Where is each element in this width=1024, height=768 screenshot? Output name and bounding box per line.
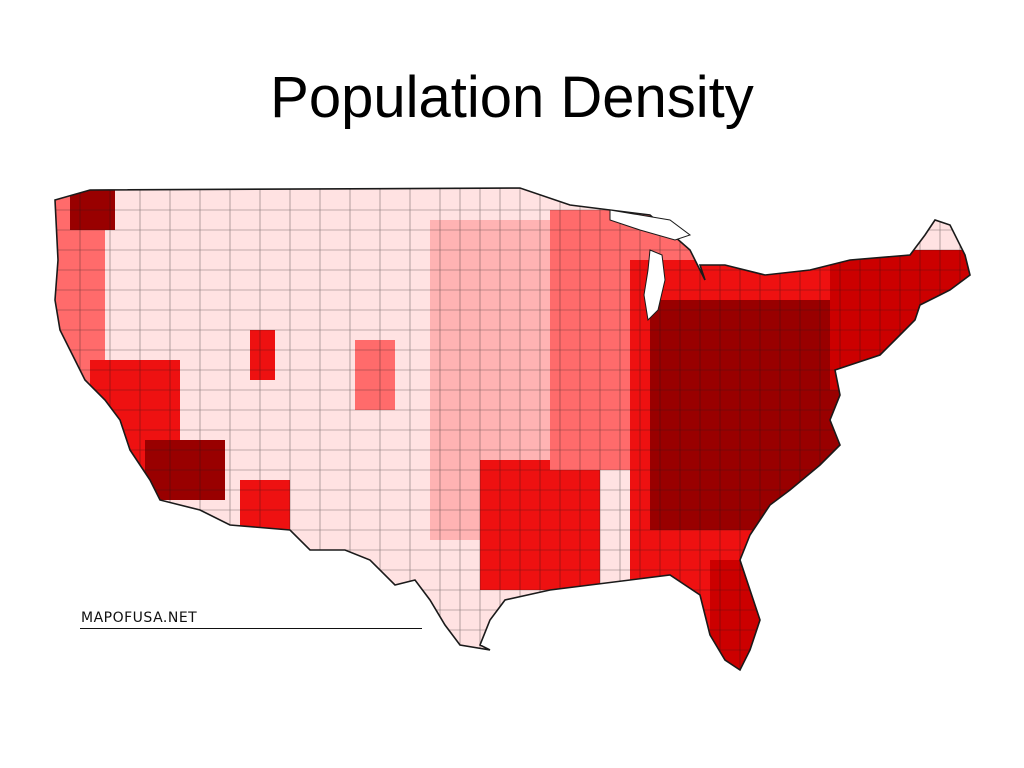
region-phoenix [240,480,290,530]
credit-underline [80,628,422,629]
region-seattle [70,188,115,230]
map-credit: MAPOFUSA.NET [81,610,198,626]
great-lakes-north [609,209,692,241]
us-map-svg [54,187,971,672]
us-density-map [50,180,980,680]
region-northeast [830,250,970,390]
region-denver [355,340,395,410]
us-outline [54,187,971,672]
region-salt-lake [250,330,275,380]
lake-michigan [643,249,666,322]
slide-title: Population Density [270,65,754,130]
